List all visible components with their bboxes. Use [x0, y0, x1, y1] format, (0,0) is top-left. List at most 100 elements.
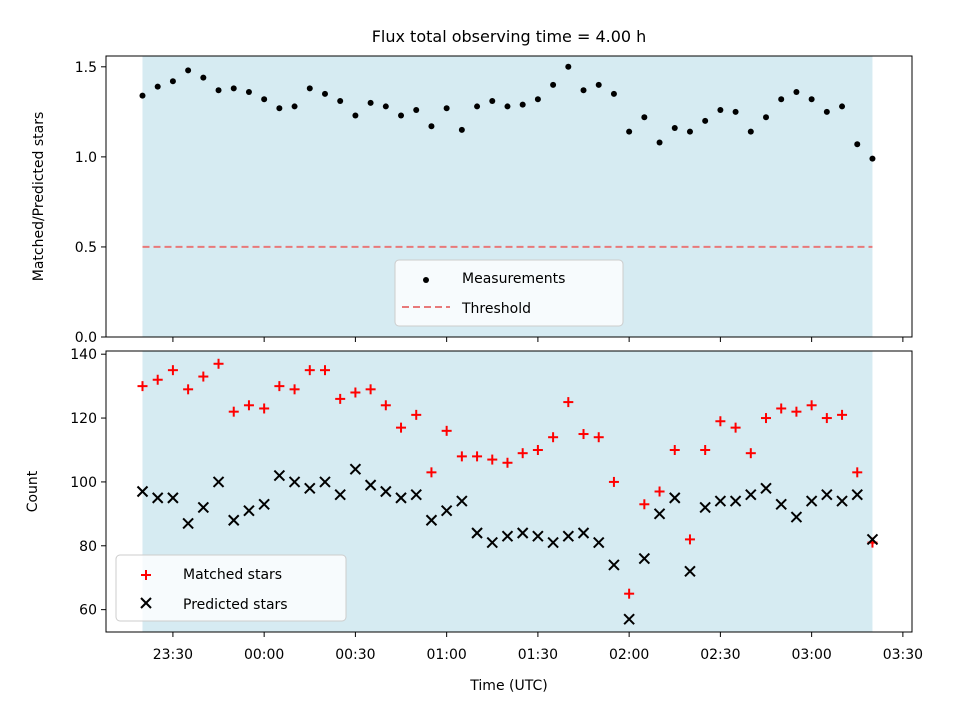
- matched-star-point: [152, 374, 163, 385]
- measurement-point: [717, 107, 724, 114]
- legend-box: [394, 259, 624, 327]
- matched-star-point: [396, 422, 407, 433]
- predicted-star-point: [136, 485, 149, 498]
- predicted-star-point: [653, 508, 666, 520]
- x-tick-label: 03:00: [791, 647, 831, 663]
- matched-star-point: [608, 476, 619, 487]
- predicted-star-point: [608, 559, 620, 571]
- predicted-star-point: [258, 498, 270, 510]
- x-tick-label: 00:30: [335, 647, 375, 663]
- predicted-star-point: [304, 482, 316, 495]
- legend-label: Predicted stars: [183, 597, 288, 613]
- legend-box: [115, 554, 347, 622]
- matched-star-point: [517, 448, 528, 459]
- measurement-point: [747, 128, 754, 135]
- measurement-point: [808, 96, 815, 103]
- predicted-star-point: [501, 530, 514, 542]
- matched-star-point: [213, 358, 224, 369]
- x-tick-label: 23:30: [153, 647, 193, 663]
- measurement-point: [534, 96, 541, 103]
- matched-star-point: [791, 406, 802, 417]
- y-axis-label: Count: [25, 470, 41, 512]
- measurement-point: [823, 108, 830, 115]
- x-tick-label: 02:30: [700, 647, 740, 663]
- axes-frame: [105, 55, 913, 338]
- predicted-star-point: [866, 533, 879, 546]
- measurement-point: [610, 90, 617, 97]
- matched-star-point: [761, 413, 772, 424]
- predicted-star-point: [577, 527, 590, 539]
- matched-star-point: [593, 432, 604, 443]
- measurement-point: [443, 105, 450, 112]
- predicted-star-point: [349, 463, 362, 475]
- y-tick-label: 0.5: [75, 240, 97, 256]
- y-tick-label: 60: [79, 603, 97, 619]
- measurement-point: [185, 67, 192, 74]
- x-tick-label: 02:00: [609, 647, 649, 663]
- predicted-star-point: [273, 469, 286, 482]
- measurement-point: [595, 81, 602, 88]
- matched-star-point: [319, 365, 330, 376]
- matched-star-point: [183, 384, 194, 395]
- predicted-star-point: [334, 488, 346, 501]
- y-tick-label: 1.5: [75, 60, 97, 76]
- matched-star-point: [532, 444, 543, 455]
- measurement-point: [230, 85, 237, 92]
- matched-star-point: [715, 416, 726, 427]
- measurement-point: [671, 125, 678, 132]
- predicted-star-point: [395, 492, 407, 504]
- predicted-star-point: [182, 517, 194, 530]
- measurement-point: [306, 85, 313, 92]
- predicted-star-point: [486, 536, 498, 549]
- predicted-star-point: [471, 527, 483, 539]
- measurement-point: [352, 112, 359, 119]
- legend-measurement-marker: [423, 277, 429, 283]
- predicted-star-point: [151, 492, 164, 504]
- matched-star-point: [654, 486, 665, 497]
- predicted-star-point: [729, 495, 742, 507]
- legend-label: Measurements: [462, 271, 565, 287]
- x-axis-label: Time (UTC): [469, 678, 547, 694]
- predicted-star-point: [623, 613, 635, 625]
- predicted-star-point: [212, 476, 225, 488]
- predicted-star-point: [775, 498, 787, 510]
- matched-star-point: [456, 451, 467, 462]
- measurement-point: [854, 141, 861, 148]
- predicted-star-point: [745, 488, 757, 501]
- matched-star-point: [730, 422, 741, 433]
- predicted-star-point: [760, 482, 772, 495]
- predicted-star-point: [410, 488, 422, 501]
- predicted-star-point: [516, 527, 529, 539]
- measurement-point: [413, 107, 420, 114]
- measurement-point: [398, 112, 405, 119]
- measurement-point: [428, 123, 435, 130]
- figure-title: Flux total observing time = 4.00 h: [372, 27, 647, 46]
- predicted-star-point: [228, 514, 240, 526]
- measurement-point: [321, 90, 328, 97]
- measurement-point: [489, 98, 496, 105]
- matched-star-point: [852, 467, 863, 478]
- predicted-star-point: [821, 488, 833, 501]
- measurement-point: [626, 128, 633, 135]
- measurement-point: [550, 81, 557, 88]
- measurement-point: [519, 101, 526, 108]
- measurement-point: [200, 74, 207, 81]
- matched-star-point: [289, 384, 300, 395]
- matched-star-point: [578, 429, 589, 440]
- legend-matched-marker: [141, 570, 151, 580]
- matched-star-point: [304, 365, 315, 376]
- matched-star-point: [426, 467, 437, 478]
- y-tick-label: 140: [70, 347, 97, 363]
- legend-label: Threshold: [461, 301, 531, 317]
- matched-star-point: [335, 393, 346, 404]
- measurement-point: [245, 89, 252, 96]
- predicted-star-point: [805, 495, 818, 507]
- measurement-point: [580, 87, 587, 94]
- measurement-point: [641, 114, 648, 121]
- y-tick-label: 0.0: [75, 330, 97, 346]
- measurement-point: [778, 96, 785, 103]
- matched-star-point: [198, 371, 209, 382]
- matched-star-point: [274, 381, 285, 392]
- matched-star-point: [243, 400, 254, 411]
- measurement-point: [382, 103, 389, 110]
